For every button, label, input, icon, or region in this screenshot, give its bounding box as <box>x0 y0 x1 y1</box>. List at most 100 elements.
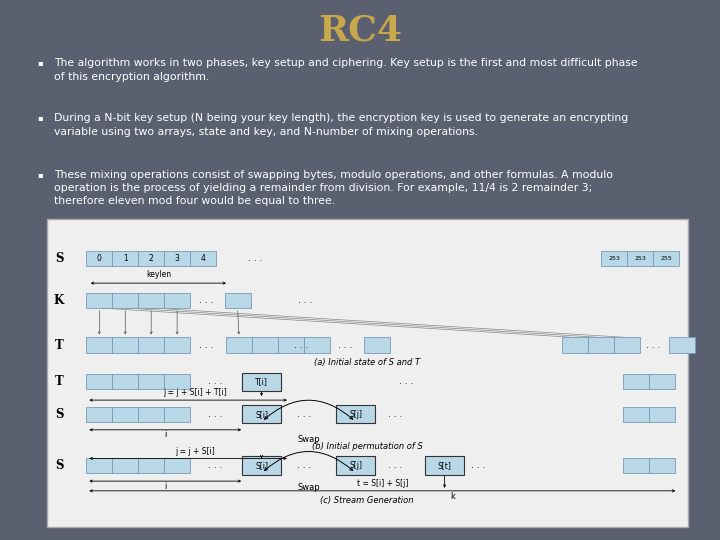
Bar <box>164 407 190 422</box>
Text: S: S <box>55 459 63 472</box>
Bar <box>164 338 190 353</box>
Text: j = j + S[i]: j = j + S[i] <box>176 447 215 456</box>
Bar <box>164 458 190 473</box>
Bar <box>112 407 138 422</box>
Text: . . .: . . . <box>399 377 413 386</box>
Text: (a) Initial state of S and T: (a) Initial state of S and T <box>314 358 420 367</box>
Bar <box>112 293 138 308</box>
Text: j = j + S[i] + T[i]: j = j + S[i] + T[i] <box>163 388 228 397</box>
Text: t = S[i] + S[j]: t = S[i] + S[j] <box>356 479 408 488</box>
Text: . . .: . . . <box>199 341 213 349</box>
Text: During a N-bit key setup (N being your key length), the encryption key is used t: During a N-bit key setup (N being your k… <box>54 113 629 137</box>
Bar <box>47 219 688 526</box>
Text: ▪: ▪ <box>37 58 42 68</box>
Text: . . .: . . . <box>199 296 213 305</box>
Text: 3: 3 <box>175 254 179 264</box>
Text: S[i]: S[i] <box>255 410 268 418</box>
Text: keylen: keylen <box>146 271 171 279</box>
Bar <box>164 374 190 389</box>
FancyBboxPatch shape <box>336 456 375 475</box>
Text: 0: 0 <box>97 254 102 264</box>
Text: . . .: . . . <box>208 461 222 470</box>
Text: ▪: ▪ <box>37 113 42 123</box>
Text: . . .: . . . <box>297 461 312 470</box>
Text: . . .: . . . <box>297 410 312 418</box>
Text: k: k <box>451 492 455 501</box>
Text: . . .: . . . <box>387 410 402 418</box>
Bar <box>86 407 112 422</box>
Bar <box>601 251 627 266</box>
Text: ▪: ▪ <box>37 170 42 179</box>
Text: (c) Stream Generation: (c) Stream Generation <box>320 496 414 505</box>
Text: T: T <box>55 375 63 388</box>
Bar <box>653 251 679 266</box>
Bar <box>164 293 190 308</box>
Bar <box>278 338 304 353</box>
Bar <box>623 374 649 389</box>
Bar <box>190 251 216 266</box>
FancyBboxPatch shape <box>242 373 282 391</box>
Bar <box>225 293 251 308</box>
Bar <box>86 251 112 266</box>
Text: . . .: . . . <box>387 461 402 470</box>
Text: 253: 253 <box>634 256 646 261</box>
Bar <box>304 338 330 353</box>
Bar <box>649 374 675 389</box>
Text: i: i <box>164 482 166 491</box>
Text: i: i <box>164 430 166 440</box>
FancyBboxPatch shape <box>242 456 282 475</box>
Bar <box>138 293 164 308</box>
Bar <box>138 407 164 422</box>
Text: S[j]: S[j] <box>349 461 362 470</box>
Text: T[i]: T[i] <box>255 377 268 386</box>
Bar <box>649 458 675 473</box>
Bar <box>614 338 640 353</box>
Bar <box>112 338 138 353</box>
Bar <box>112 251 138 266</box>
FancyBboxPatch shape <box>336 405 375 423</box>
Text: . . .: . . . <box>208 377 222 386</box>
Text: . . .: . . . <box>294 341 309 349</box>
Bar <box>623 407 649 422</box>
Bar <box>623 458 649 473</box>
Bar <box>138 374 164 389</box>
Bar <box>226 338 252 353</box>
Text: K: K <box>54 294 64 307</box>
Bar <box>112 458 138 473</box>
FancyBboxPatch shape <box>425 456 464 475</box>
Text: 255: 255 <box>660 256 672 261</box>
Text: 253: 253 <box>608 256 620 261</box>
Text: S: S <box>55 408 63 421</box>
Text: T: T <box>55 339 63 352</box>
Text: . . .: . . . <box>471 461 485 470</box>
Text: S: S <box>55 252 63 265</box>
Text: . . .: . . . <box>248 254 263 264</box>
Text: S[t]: S[t] <box>438 461 451 470</box>
Text: The algorithm works in two phases, key setup and ciphering. Key setup is the fir: The algorithm works in two phases, key s… <box>54 58 638 82</box>
Text: 4: 4 <box>201 254 205 264</box>
Bar <box>649 407 675 422</box>
Bar <box>138 458 164 473</box>
Text: 2: 2 <box>149 254 153 264</box>
Text: . . .: . . . <box>298 296 312 305</box>
Bar <box>86 374 112 389</box>
Text: S[j]: S[j] <box>349 410 362 418</box>
Bar <box>86 338 112 353</box>
Bar <box>86 458 112 473</box>
Text: (b) Initial permutation of S: (b) Initial permutation of S <box>312 442 423 451</box>
Text: These mixing operations consist of swapping bytes, modulo operations, and other : These mixing operations consist of swapp… <box>54 170 613 206</box>
Text: 1: 1 <box>123 254 127 264</box>
Text: Swap: Swap <box>297 435 320 444</box>
Text: . . .: . . . <box>646 341 660 349</box>
Bar <box>86 293 112 308</box>
FancyBboxPatch shape <box>242 405 282 423</box>
Bar <box>588 338 614 353</box>
Text: . . .: . . . <box>208 410 222 418</box>
Text: . . .: . . . <box>338 341 353 349</box>
Bar <box>164 251 190 266</box>
Bar <box>138 251 164 266</box>
Bar <box>627 251 653 266</box>
Text: RC4: RC4 <box>318 14 402 48</box>
Bar <box>138 338 164 353</box>
Bar <box>252 338 278 353</box>
